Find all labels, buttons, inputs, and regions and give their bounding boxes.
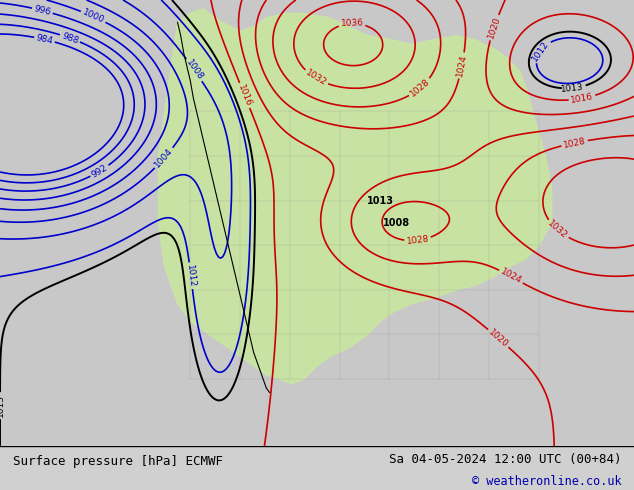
Text: 1008: 1008	[383, 218, 410, 228]
Text: 1016: 1016	[236, 83, 253, 108]
Text: 1032: 1032	[304, 68, 328, 88]
Text: 1032: 1032	[546, 219, 569, 241]
Text: 1012: 1012	[185, 264, 197, 288]
Text: 1013: 1013	[560, 82, 585, 94]
Text: 992: 992	[90, 163, 109, 179]
Polygon shape	[158, 9, 552, 384]
Text: 1024: 1024	[455, 53, 469, 77]
Text: Surface pressure [hPa] ECMWF: Surface pressure [hPa] ECMWF	[13, 455, 223, 468]
Text: 1036: 1036	[340, 19, 363, 28]
Text: 1020: 1020	[486, 15, 502, 40]
Text: 1028: 1028	[562, 136, 586, 149]
Text: 1028: 1028	[408, 77, 432, 99]
Text: 1028: 1028	[406, 235, 430, 246]
Text: © weatheronline.co.uk: © weatheronline.co.uk	[472, 475, 621, 488]
Text: 1020: 1020	[487, 327, 510, 349]
Text: 1000: 1000	[81, 8, 106, 25]
Text: Sa 04-05-2024 12:00 UTC (00+84): Sa 04-05-2024 12:00 UTC (00+84)	[389, 453, 621, 466]
Text: 988: 988	[60, 31, 80, 45]
Text: 1008: 1008	[184, 58, 205, 82]
Text: 1016: 1016	[570, 92, 594, 105]
Text: 996: 996	[33, 4, 52, 17]
Text: 1024: 1024	[499, 267, 523, 286]
Text: 1012: 1012	[530, 39, 551, 63]
Text: 1013: 1013	[0, 394, 4, 417]
Text: 984: 984	[35, 33, 54, 46]
Text: 1004: 1004	[153, 147, 175, 170]
Text: 1013: 1013	[367, 196, 394, 206]
